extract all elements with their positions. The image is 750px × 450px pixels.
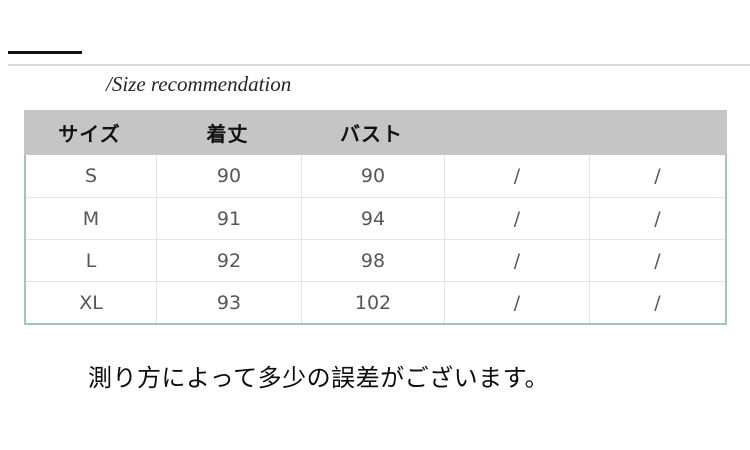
cell-size: M [26, 197, 157, 239]
table-row-l: L 92 98 / / [26, 239, 725, 281]
cell-blank: / [445, 239, 590, 281]
table-row-xl: XL 93 102 / / [26, 281, 725, 323]
header-cell-length: 着丈 [206, 122, 249, 146]
section-title: /Size recommendation [106, 72, 292, 96]
size-table-header: サイズ 着丈 バスト [24, 110, 727, 155]
table-row-s: S 90 90 / / [26, 155, 725, 197]
header-cell-size: サイズ [58, 122, 121, 146]
header-cell-bust: バスト [340, 122, 403, 146]
header-cell-empty-2 [588, 110, 723, 155]
cell-bust: 94 [302, 197, 445, 239]
cell-bust: 98 [302, 239, 445, 281]
cell-length: 91 [157, 197, 302, 239]
cell-blank: / [654, 165, 661, 187]
cell-bust: 90 [302, 155, 445, 197]
cell-bust: 102 [302, 281, 445, 323]
size-table-body: S 90 90 / / M 91 94 / / L 92 98 / / [24, 155, 727, 325]
size-table: サイズ 着丈 バスト S 90 90 / / M 91 94 / / L [24, 110, 727, 325]
cell-blank: / [590, 197, 725, 239]
cell-length: 93 [157, 281, 302, 323]
cell-size: L [26, 239, 157, 281]
cell-size: S [26, 155, 157, 197]
cell-blank: / [590, 281, 725, 323]
table-row-m: M 91 94 / / [26, 197, 725, 239]
cell-blank: / [445, 281, 590, 323]
header-cell-empty-1 [443, 110, 588, 155]
section-divider [8, 64, 750, 66]
cell-blank: / [445, 197, 590, 239]
cell-length: 92 [157, 239, 302, 281]
cell-size: XL [26, 281, 157, 323]
cell-blank: / [445, 155, 590, 197]
accent-line [8, 51, 82, 54]
measurement-note: 測り方によって多少の誤差がございます。 [88, 364, 550, 392]
cell-length: 90 [157, 155, 302, 197]
cell-blank: / [590, 239, 725, 281]
